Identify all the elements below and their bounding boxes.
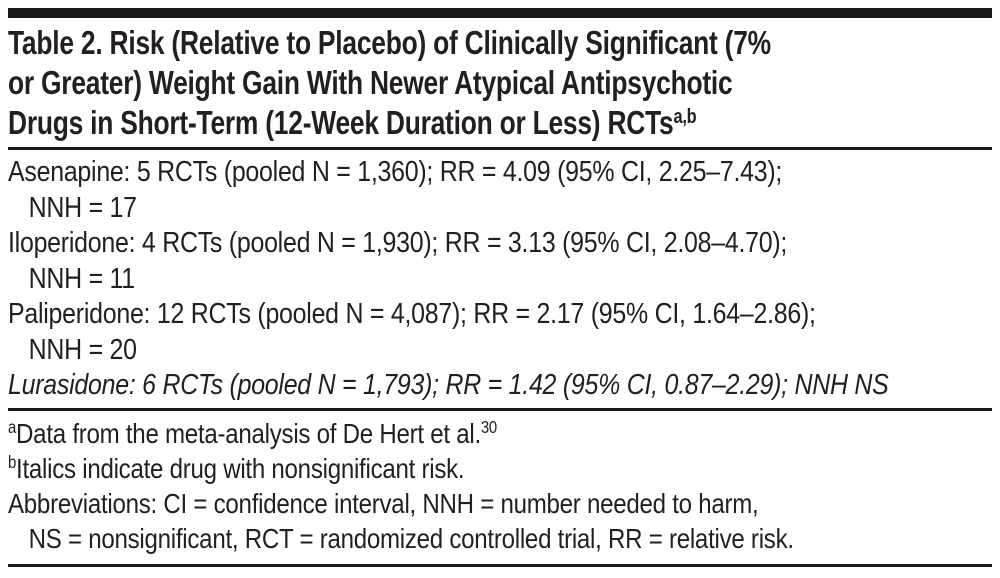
row-paliperidone-line-1: Paliperidone: 12 RCTs (pooled N = 4,087)… (8, 298, 816, 330)
bottom-rule (8, 563, 992, 567)
rule-under-body (8, 407, 992, 411)
footnote-abbreviations-line-2: NS = nonsignificant, RCT = randomized co… (28, 522, 794, 554)
table-title-footnote-markers: a,b (673, 104, 697, 128)
table-body: Asenapine: 5 RCTs (pooled N = 1,360); RR… (8, 155, 889, 404)
table-footnotes: aData from the meta-analysis of De Hert … (8, 416, 854, 556)
rule-under-title (8, 147, 992, 150)
table-title: Table 2. Risk (Relative to Placebo) of C… (8, 23, 795, 143)
footnote-a-reference: 30 (480, 416, 497, 437)
table-figure: Table 2. Risk (Relative to Placebo) of C… (0, 8, 1000, 578)
footnote-b: bItalics indicate drug with nonsignifica… (8, 451, 854, 486)
table-title-line-1: Table 2. Risk (Relative to Placebo) of C… (8, 24, 771, 61)
table-row-iloperidone: Iloperidone: 4 RCTs (pooled N = 1,930); … (8, 226, 854, 297)
footnote-abbreviations-line-1: Abbreviations: CI = confidence interval,… (8, 487, 759, 519)
table-row-asenapine: Asenapine: 5 RCTs (pooled N = 1,360); RR… (8, 155, 854, 226)
top-rule-thick (8, 8, 992, 18)
table-title-line-2: or Greater) Weight Gain With Newer Atypi… (8, 64, 733, 101)
footnote-b-marker: b (8, 451, 17, 472)
footnote-b-text: Italics indicate drug with nonsignifican… (16, 452, 465, 484)
row-iloperidone-line-1: Iloperidone: 4 RCTs (pooled N = 1,930); … (8, 227, 788, 259)
table-row-lurasidone: Lurasidone: 6 RCTs (pooled N = 1,793); R… (8, 368, 889, 404)
table-title-line-3: Drugs in Short-Term (12-Week Duration or… (8, 103, 795, 143)
footnote-a-marker: a (8, 416, 17, 437)
row-iloperidone-line-2: NNH = 11 (28, 262, 136, 295)
footnote-a: aData from the meta-analysis of De Hert … (8, 416, 854, 451)
row-paliperidone-line-2: NNH = 20 (28, 333, 137, 366)
row-asenapine-line-2: NNH = 17 (28, 191, 137, 224)
table-row-paliperidone: Paliperidone: 12 RCTs (pooled N = 4,087)… (8, 297, 854, 368)
row-lurasidone-line-1: Lurasidone: 6 RCTs (pooled N = 1,793); R… (8, 369, 889, 401)
row-asenapine-line-1: Asenapine: 5 RCTs (pooled N = 1,360); RR… (8, 156, 783, 188)
table-title-line-3-text: Drugs in Short-Term (12-Week Duration or… (8, 104, 674, 141)
footnote-a-text: Data from the meta-analysis of De Hert e… (16, 417, 481, 449)
